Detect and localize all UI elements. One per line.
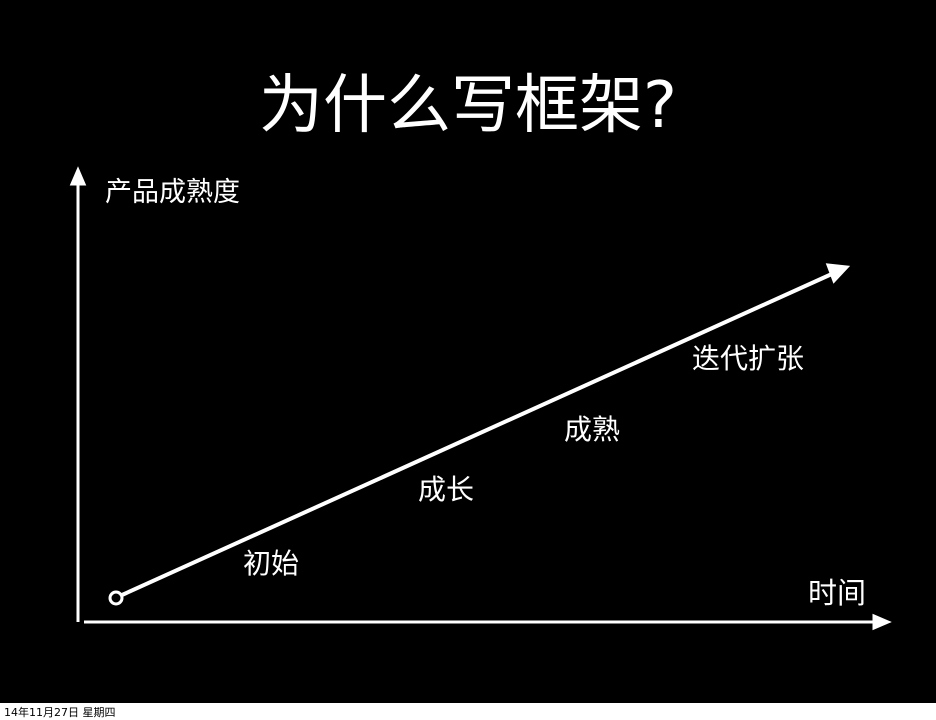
- footer-date: 14年11月27日 星期四: [4, 706, 116, 719]
- slide: 为什么写框架? 产品成熟度 时间 初始 成长 成熟 迭代扩张: [0, 0, 936, 703]
- x-axis-label: 时间: [808, 576, 867, 610]
- y-axis-arrowhead: [69, 166, 87, 186]
- stage-label: 成长: [418, 473, 475, 506]
- stage-label: 初始: [243, 547, 300, 580]
- y-axis-label: 产品成熟度: [105, 177, 240, 208]
- origin-point: [108, 590, 124, 606]
- stage-label: 成熟: [564, 413, 621, 446]
- stage-label: 迭代扩张: [692, 342, 805, 375]
- growth-line: [121, 271, 835, 597]
- x-axis-arrowhead: [872, 613, 892, 631]
- slide-title: 为什么写框架?: [259, 69, 677, 143]
- growth-arrowhead: [825, 263, 851, 284]
- diagram: [69, 166, 892, 631]
